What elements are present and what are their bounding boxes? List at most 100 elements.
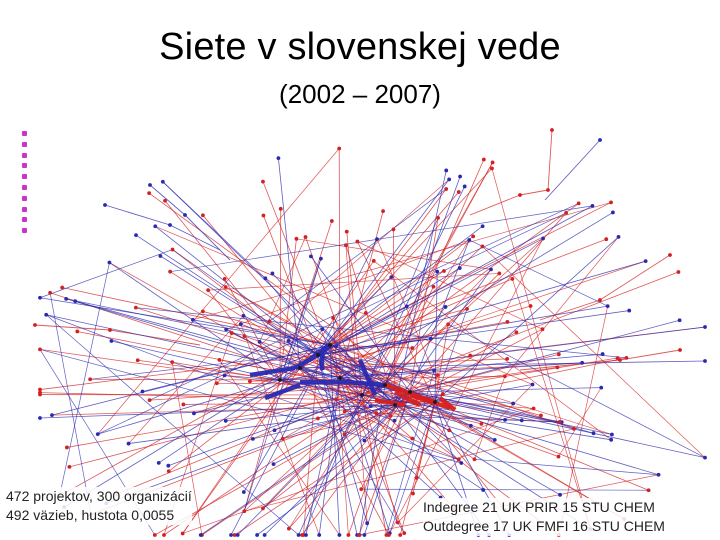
red-edge	[299, 358, 508, 369]
network-node	[238, 322, 243, 326]
network-node	[618, 358, 622, 362]
blue-edge	[434, 384, 533, 403]
network-node	[398, 533, 403, 537]
central-thick-edge	[293, 353, 320, 370]
red-edge	[193, 260, 646, 414]
network-node	[200, 309, 205, 314]
network-node	[457, 266, 462, 270]
blue-edge	[149, 203, 579, 401]
network-node	[472, 457, 477, 462]
degree-stats-caption: Indegree 21 UK PRIR 15 STU CHEM Outdegre…	[423, 498, 665, 536]
slide-subtitle: (2002 – 2007)	[279, 79, 441, 109]
blue-edge	[63, 344, 331, 508]
network-node	[317, 533, 322, 537]
central-thick-edge	[357, 359, 378, 396]
network-node	[328, 343, 332, 347]
blue-edge	[243, 258, 322, 512]
network-node	[255, 533, 260, 537]
blue-edge	[339, 362, 583, 379]
network-node	[605, 304, 610, 309]
network-node	[303, 235, 308, 239]
network-node	[564, 211, 569, 215]
network-node	[294, 236, 299, 241]
network-node	[343, 243, 348, 248]
network-node	[541, 236, 545, 241]
network-node	[388, 414, 393, 418]
blue-edge	[317, 354, 561, 496]
red-edge	[154, 391, 411, 536]
red-edge	[244, 428, 574, 512]
red-edge	[171, 362, 203, 536]
legend-marker-icon	[22, 206, 27, 212]
legend-marker-icon	[22, 228, 27, 234]
legend-row	[22, 128, 72, 139]
network-node	[320, 327, 325, 332]
blue-edge	[409, 387, 602, 393]
network-node	[555, 365, 560, 370]
red-edge	[109, 329, 201, 346]
blue-edge	[303, 217, 439, 536]
network-node	[678, 348, 682, 352]
legend-marker-icon	[22, 195, 27, 201]
network-node	[133, 305, 138, 310]
blue-edge	[269, 188, 447, 322]
red-edge	[558, 387, 602, 457]
network-node	[556, 352, 561, 357]
network-node	[481, 157, 486, 162]
network-node	[217, 357, 222, 362]
network-node	[411, 491, 415, 496]
network-node	[402, 531, 407, 536]
red-edge	[262, 404, 396, 509]
blue-edge	[339, 212, 614, 379]
blue-edge	[288, 340, 405, 534]
blue-edge	[298, 394, 363, 536]
network-node	[296, 533, 301, 537]
network-node	[550, 128, 554, 132]
blue-edge	[317, 205, 593, 356]
network-node	[158, 254, 163, 258]
network-node	[148, 183, 152, 187]
blue-edge	[305, 377, 341, 536]
central-thick-edge	[409, 392, 451, 411]
network-node	[505, 356, 510, 361]
red-edge	[201, 404, 396, 536]
legend-marker-icon	[22, 131, 27, 136]
network-node	[443, 305, 448, 309]
network-node	[331, 316, 336, 320]
network-node	[465, 306, 469, 311]
blue-edge	[66, 298, 438, 376]
network-node	[126, 441, 131, 446]
network-node	[38, 295, 42, 300]
network-node	[468, 423, 473, 428]
network-node	[610, 432, 614, 437]
network-node	[304, 533, 308, 537]
red-edge	[34, 324, 111, 331]
network-node	[432, 368, 437, 373]
network-node	[456, 457, 461, 462]
blue-edge	[162, 181, 266, 279]
blue-edge	[394, 404, 612, 441]
legend-row	[22, 214, 72, 225]
network-node	[50, 413, 54, 418]
central-thick-edge	[374, 397, 406, 408]
network-node	[166, 469, 171, 474]
network-node	[489, 267, 493, 272]
legend-row	[22, 150, 72, 161]
red-edge	[172, 361, 363, 396]
blue-edge	[225, 329, 301, 369]
network-node	[446, 322, 451, 327]
red-edge	[329, 344, 391, 417]
network-node	[153, 224, 158, 229]
network-node	[355, 239, 360, 244]
network-node	[223, 418, 228, 423]
projects-organizations-text: 472 projektov, 300 organizácií	[6, 488, 192, 504]
network-node	[248, 379, 252, 384]
network-node	[190, 317, 195, 322]
network-node	[481, 488, 486, 492]
network-node	[156, 461, 161, 465]
red-edge	[394, 328, 543, 406]
network-node	[467, 238, 472, 242]
network-node	[599, 385, 604, 390]
central-cluster-edges	[249, 343, 457, 412]
blue-edge	[318, 377, 341, 536]
